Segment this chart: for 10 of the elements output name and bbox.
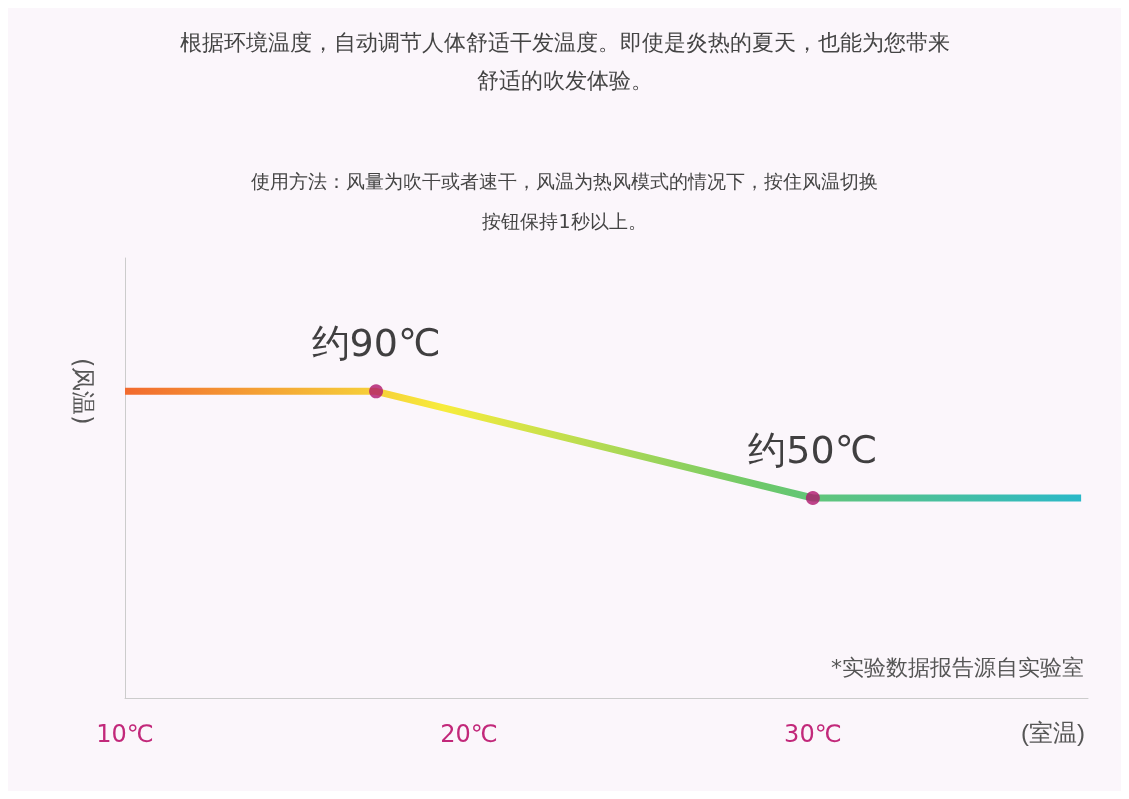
chart-title: 根据环境温度，自动调节人体舒适干发温度。即使是炎热的夏天，也能为您带来舒适的吹发体验。 bbox=[179, 29, 950, 93]
x-tick-label: 30℃ bbox=[784, 720, 842, 748]
x-axis-title: (室温) bbox=[1021, 718, 1085, 746]
data-label: 约50℃ bbox=[748, 428, 878, 472]
x-tick-label: 10℃ bbox=[96, 720, 154, 748]
chart-subtitle: 使用方法：风量为吹干或者速干，风温为热风模式的情况下，按住风温切换按钮保持1秒以上。 bbox=[251, 170, 878, 232]
annotation: *实验数据报告源自实验室 bbox=[831, 654, 1084, 680]
x-tick-label: 20℃ bbox=[440, 720, 498, 748]
data-label: 约90℃ bbox=[311, 321, 441, 366]
y-axis-title: (风温) bbox=[69, 357, 97, 425]
